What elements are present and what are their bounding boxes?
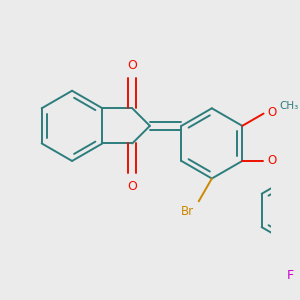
Text: CH₃: CH₃ xyxy=(279,101,298,111)
Text: O: O xyxy=(128,59,137,72)
Text: O: O xyxy=(267,154,276,167)
Text: O: O xyxy=(128,180,137,193)
Text: O: O xyxy=(267,106,277,119)
Text: F: F xyxy=(287,269,294,283)
Text: Br: Br xyxy=(181,205,194,218)
